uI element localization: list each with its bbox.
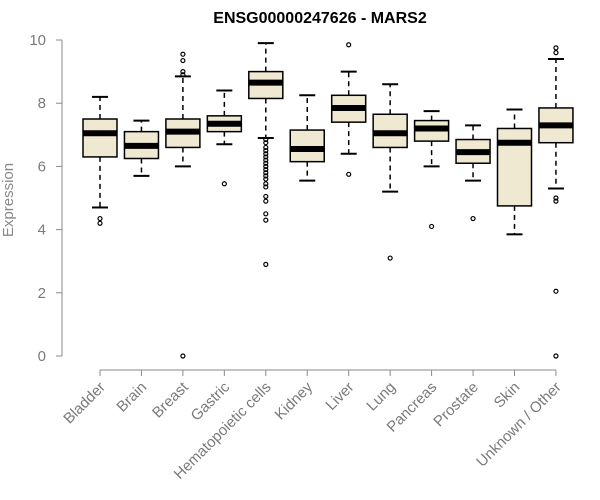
- x-tick-label: Skin: [491, 379, 524, 412]
- outlier-point: [180, 72, 186, 78]
- x-tick-label: Lung: [363, 379, 399, 415]
- outlier-point: [263, 160, 269, 166]
- y-tick-label: 0: [38, 348, 46, 365]
- outlier-point: [263, 211, 269, 217]
- outlier-point: [263, 154, 269, 160]
- y-tick-label: 6: [38, 158, 46, 175]
- y-axis-title: Expression: [0, 163, 17, 237]
- y-tick-label: 2: [38, 285, 46, 302]
- outlier-point: [553, 45, 559, 51]
- outlier-point: [263, 193, 269, 200]
- x-tick-label: Breast: [149, 378, 192, 421]
- x-tick-label: Bladder: [60, 379, 109, 428]
- chart-title: ENSG00000247626 - MARS2: [213, 10, 427, 27]
- box-group: [165, 51, 201, 359]
- box-group: [413, 110, 450, 230]
- outlier-point: [553, 198, 559, 204]
- box-group: [538, 45, 574, 359]
- outlier-point: [387, 255, 393, 261]
- outlier-point: [263, 157, 269, 163]
- outlier-point: [263, 163, 269, 169]
- outlier-point: [553, 288, 559, 294]
- box-group: [206, 89, 243, 187]
- box-group: [289, 94, 325, 182]
- y-tick-label: 8: [38, 95, 46, 112]
- outlier-point: [263, 198, 269, 204]
- x-tick-label: Prostate: [430, 379, 482, 431]
- plot-area: [82, 42, 574, 359]
- x-tick-label: Kidney: [272, 378, 317, 423]
- outlier-point: [470, 215, 476, 222]
- outlier-point: [180, 68, 186, 75]
- outlier-point: [263, 217, 269, 223]
- box-group: [372, 83, 408, 261]
- outlier-point: [263, 151, 269, 157]
- outlier-point: [553, 195, 559, 201]
- outlier-point: [553, 353, 559, 359]
- outlier-point: [180, 353, 186, 359]
- box-group: [248, 42, 284, 267]
- outlier-point: [180, 57, 186, 64]
- outlier-point: [263, 261, 269, 267]
- x-tick-label: Brain: [113, 379, 150, 416]
- box-group: [330, 42, 367, 177]
- outlier-point: [263, 140, 269, 146]
- outlier-point: [97, 215, 103, 222]
- outlier-point: [263, 136, 269, 143]
- outlier-point: [263, 144, 269, 151]
- outlier-point: [221, 181, 227, 187]
- outlier-point: [553, 50, 559, 56]
- outlier-point: [429, 223, 435, 230]
- outlier-point: [180, 51, 186, 57]
- box-group: [82, 95, 118, 226]
- outlier-point: [346, 171, 352, 177]
- outlier-point: [263, 181, 269, 187]
- outlier-point: [263, 176, 269, 182]
- box: [289, 129, 325, 163]
- outlier-point: [97, 220, 103, 226]
- outlier-point: [346, 42, 352, 48]
- box-group: [496, 108, 533, 236]
- y-tick-label: 10: [29, 32, 46, 49]
- x-tick-label: Liver: [323, 379, 358, 414]
- y-axis: 0 2 4 6 8 10: [29, 32, 63, 365]
- box-group: [455, 124, 491, 222]
- outlier-point: [263, 166, 269, 173]
- outlier-point: [263, 170, 269, 176]
- box: [82, 118, 118, 158]
- outlier-point: [263, 184, 269, 190]
- y-tick-label: 4: [38, 222, 46, 239]
- outlier-point: [263, 173, 269, 179]
- outlier-point: [263, 148, 269, 154]
- box-group: [123, 119, 160, 177]
